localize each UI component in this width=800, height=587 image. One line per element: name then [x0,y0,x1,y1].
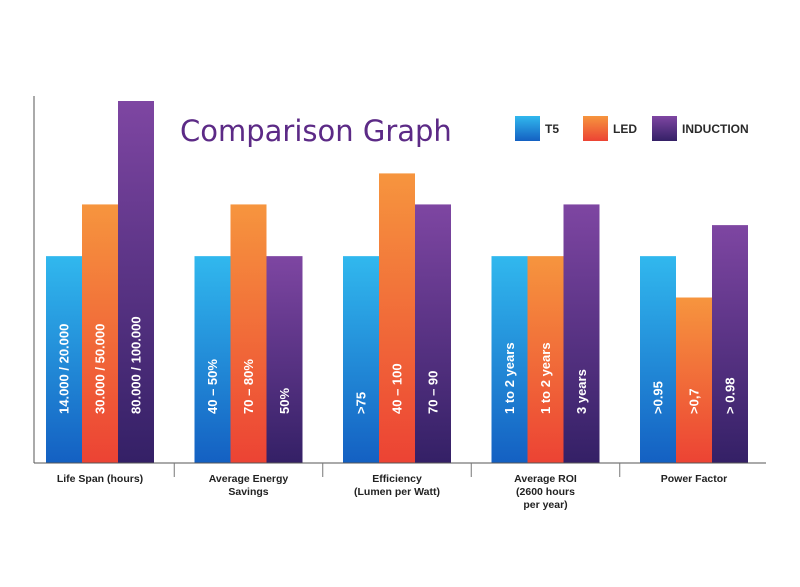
bar-led-4 [676,297,712,463]
bar-value-label: > 0.98 [723,377,738,414]
bar-value-label: 30.000 / 50.000 [93,324,108,414]
bar-induction-0 [118,101,154,463]
category-label: (Lumen per Watt) [354,486,440,498]
bar-value-label: >0.95 [651,381,666,414]
bar-t5-0 [46,256,82,463]
category-label: Savings [228,486,268,498]
bar-value-label: >75 [354,392,369,414]
legend-swatch-induction [652,116,677,141]
category-label: per year) [523,499,567,511]
category-label: Life Span (hours) [57,473,143,485]
bar-induction-3 [563,204,600,463]
chart-title: Comparison Graph [180,114,452,148]
bar-value-label: 70 – 80% [241,359,256,414]
bar-induction-2 [415,204,451,463]
bar-value-label: 3 years [574,369,589,414]
category-label: Average ROI [514,473,577,485]
bar-induction-4 [712,225,748,463]
legend-swatch-t5 [515,116,540,141]
category-label: Average Energy [209,473,289,485]
bar-t5-4 [640,256,676,463]
bar-led-2 [379,173,415,463]
category-label: Efficiency [372,473,422,485]
bar-value-label: 40 – 50% [205,359,220,414]
bar-value-label: 70 – 90 [426,371,441,414]
bar-led-3 [527,256,564,463]
legend: T5 LED INDUCTION [515,116,749,141]
bar-led-1 [230,204,267,463]
bar-t5-1 [194,256,231,463]
bar-value-label: >0,7 [687,388,702,414]
bar-induction-1 [266,256,303,463]
bar-t5-3 [491,256,528,463]
legend-label-induction: INDUCTION [682,122,749,136]
axes-group [33,96,766,477]
bar-value-label: 1 to 2 years [502,342,517,414]
legend-label-led: LED [613,122,637,136]
legend-swatch-led [583,116,608,141]
legend-label-t5: T5 [545,122,559,136]
bar-value-label: 1 to 2 years [538,342,553,414]
bar-value-label: 50% [277,388,292,414]
category-label: (2600 hours [516,486,575,498]
bar-value-label: 40 – 100 [390,363,405,414]
bar-t5-2 [343,256,379,463]
category-label: Power Factor [661,473,728,485]
bars-group: 14.000 / 20.000 30.000 / 50.000 80.000 / 1… [46,101,748,463]
bar-value-label: 14.000 / 20.000 [57,324,72,414]
bar-led-0 [82,204,118,463]
bar-value-label: 80.000 / 100.000 [129,316,144,414]
